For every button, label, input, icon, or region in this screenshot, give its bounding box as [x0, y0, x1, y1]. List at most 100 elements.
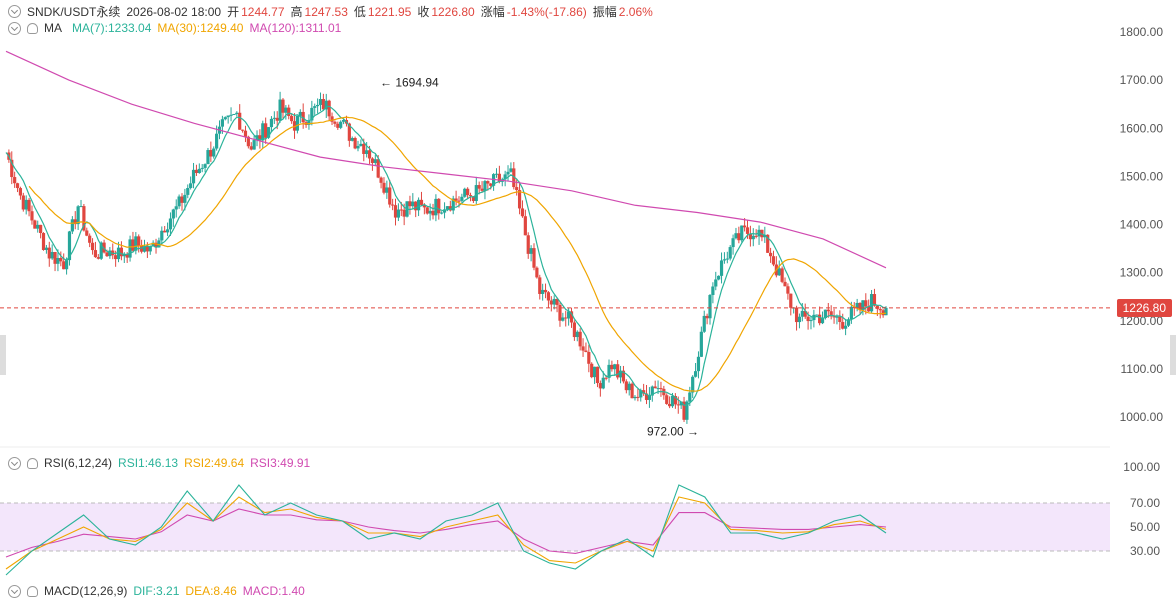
candle-body: [771, 256, 776, 265]
amp-value: 2.06%: [618, 4, 653, 19]
candle-body: [584, 350, 588, 352]
candle-body: [137, 236, 141, 246]
eye-icon[interactable]: [27, 22, 38, 34]
candle-body: [688, 392, 692, 402]
candle-body: [601, 377, 605, 389]
candle-body: [240, 129, 245, 131]
candle-body: [650, 386, 654, 396]
candle-body: [642, 390, 646, 394]
candle-body: [183, 194, 187, 203]
candle-body: [33, 220, 37, 229]
candle-body: [370, 158, 375, 163]
candle-body: [290, 115, 294, 122]
candle-body: [226, 115, 230, 118]
candle-body: [659, 388, 663, 390]
candle-body: [313, 106, 317, 108]
candle-body: [70, 219, 74, 232]
max-marker: ← 1694.94: [380, 76, 439, 90]
candle-body: [373, 159, 377, 163]
eye-icon[interactable]: [27, 585, 38, 597]
candle-body: [264, 123, 268, 138]
candle-body: [541, 289, 545, 294]
rsi2-label: RSI2:49.64: [184, 456, 245, 470]
candle-body: [572, 322, 576, 338]
candle-body: [463, 188, 467, 197]
left-scroll-handle[interactable]: [0, 335, 6, 375]
candle-body: [154, 242, 158, 248]
candle-body: [653, 386, 657, 389]
candle-body: [411, 201, 415, 207]
change-value: -1.43%(-17.86): [506, 4, 587, 19]
candle-body: [76, 206, 80, 225]
candle-body: [362, 143, 366, 154]
candle-body: [668, 403, 672, 407]
candle-body: [797, 316, 802, 323]
collapse-icon[interactable]: [8, 456, 21, 470]
collapse-icon[interactable]: [8, 5, 21, 18]
candle-body: [532, 248, 536, 268]
candle-body: [728, 247, 732, 259]
candle-body: [567, 311, 571, 319]
candle-body: [414, 201, 418, 211]
candle-body: [717, 275, 721, 280]
candle-body: [823, 309, 828, 319]
candle-body: [330, 116, 334, 122]
candle-body: [200, 167, 204, 169]
candle-body: [633, 396, 637, 399]
candle-body: [592, 366, 597, 378]
candle-body: [272, 117, 276, 119]
candle-body: [820, 318, 825, 324]
candle-body: [590, 363, 594, 378]
candle-body: [408, 201, 412, 207]
candle-body: [838, 316, 842, 323]
rsi-tick-label: 70.00: [1130, 496, 1160, 510]
candle-body: [114, 255, 118, 260]
current-price-label: 1226.80: [1116, 299, 1172, 317]
candle-body: [835, 316, 839, 318]
candle-body: [826, 309, 830, 312]
candle-body: [393, 205, 398, 218]
candle-body: [359, 143, 363, 146]
candle-body: [673, 395, 677, 405]
candle-body: [428, 210, 432, 214]
candle-body: [538, 277, 542, 294]
candle-body: [119, 247, 124, 257]
candle-body: [339, 121, 343, 128]
eye-icon[interactable]: [27, 457, 38, 469]
candle-body: [543, 289, 548, 293]
candle-body: [203, 164, 207, 168]
candle-body: [122, 254, 126, 257]
right-scroll-handle[interactable]: [1170, 335, 1176, 375]
candle-body: [18, 188, 23, 196]
candle-body: [425, 207, 429, 214]
candle-body: [105, 252, 109, 257]
candle-body: [266, 127, 271, 138]
macd-legend: MACD(12,26,9) DIF:3.21 DEA:8.46 MACD:1.4…: [8, 584, 311, 598]
candle-body: [789, 293, 793, 308]
candle-body: [708, 295, 712, 319]
candle-body: [604, 377, 608, 379]
candle-body: [96, 257, 100, 259]
candle-body: [621, 370, 626, 382]
candle-body: [209, 150, 213, 157]
candle-body: [316, 104, 320, 107]
candle-body: [665, 395, 669, 404]
candle-body: [53, 251, 57, 264]
candle-body: [318, 98, 323, 105]
collapse-icon[interactable]: [8, 21, 21, 35]
candle-body: [480, 188, 484, 191]
candle-body: [399, 209, 403, 211]
dea-label: DEA:8.46: [185, 584, 237, 598]
rsi-tick-label: 100.00: [1123, 460, 1160, 474]
candle-body: [15, 183, 20, 189]
candle-body: [174, 206, 178, 210]
open-value: 1244.77: [241, 4, 285, 19]
candle-body: [737, 233, 741, 241]
collapse-icon[interactable]: [8, 584, 21, 598]
candle-body: [24, 199, 28, 210]
candle-body: [376, 159, 380, 178]
candle-body: [520, 208, 525, 217]
candle-body: [307, 120, 311, 125]
candle-body: [722, 259, 727, 261]
